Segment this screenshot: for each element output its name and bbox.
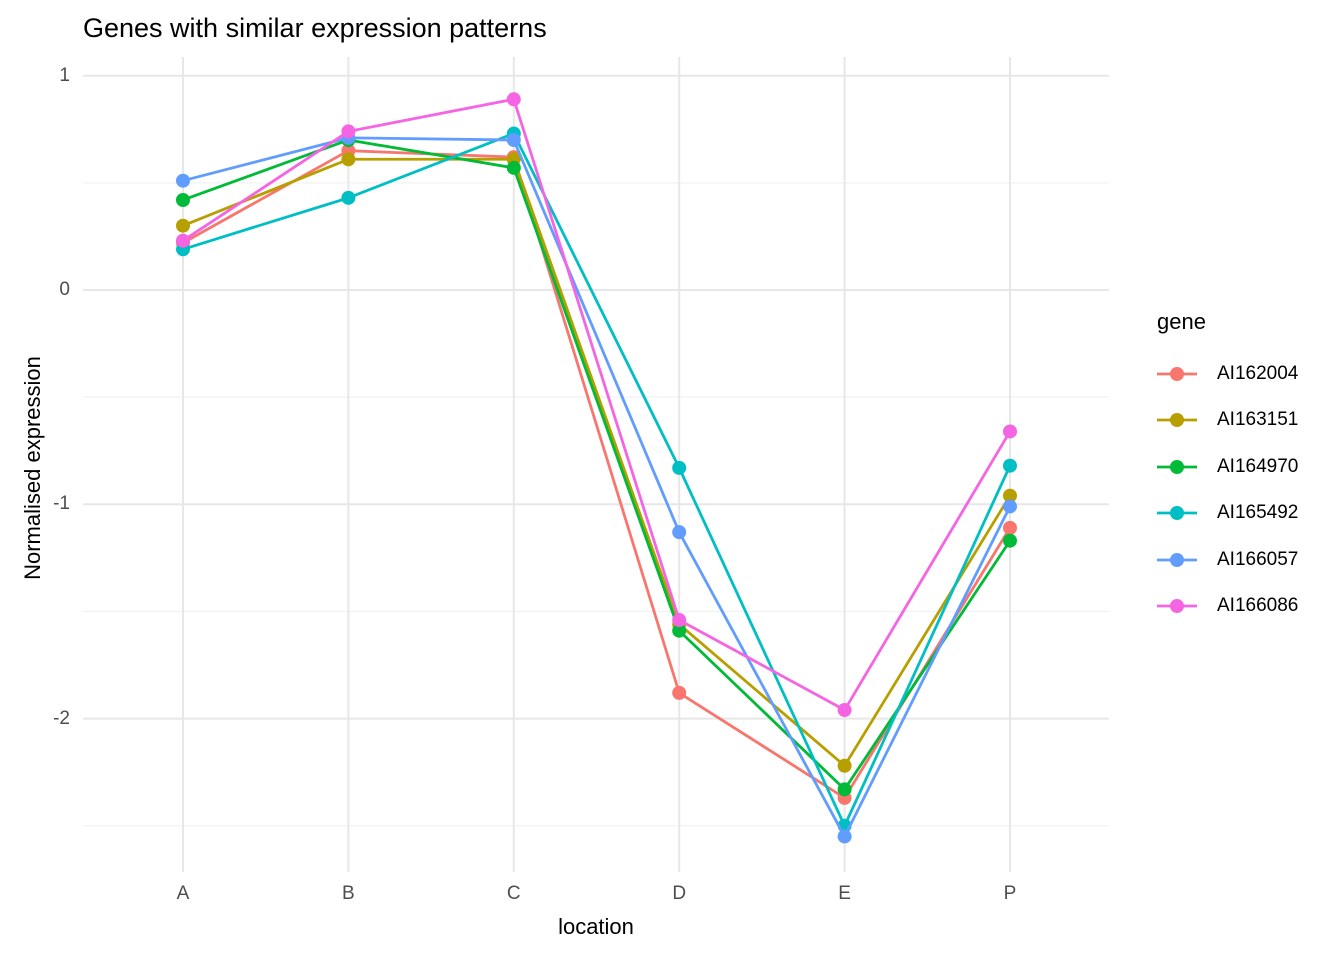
legend-label: AI166086 [1217, 595, 1299, 616]
data-point-AI166086-B [341, 124, 356, 139]
series-AI164970 [176, 132, 1017, 797]
legend-key-icon [1157, 599, 1197, 613]
y-tick-label: 0 [59, 279, 70, 300]
data-point-AI166057-A [176, 173, 190, 188]
x-tick-label-P: P [1003, 883, 1017, 904]
y-tick-label: 1 [59, 64, 70, 86]
data-point-AI166086-D [672, 613, 687, 628]
data-point-AI166086-E [837, 703, 852, 718]
legend-label: AI162004 [1217, 363, 1299, 384]
y-axis-title: Normalised expression [20, 356, 45, 580]
data-point-AI165492-B [341, 190, 356, 205]
data-point-AI164970-P [1003, 533, 1017, 548]
legend-entry-AI163151: AI163151 [1150, 397, 1298, 443]
legend-key-icon [1157, 367, 1197, 381]
data-point-AI163151-E [837, 758, 852, 773]
legend-label: AI163151 [1217, 409, 1299, 431]
series-AI162004 [176, 143, 1017, 805]
legend-entry-AI166057: AI166057 [1150, 537, 1298, 583]
series-line-AI165492 [181, 132, 1012, 828]
legend-key-icon [1157, 459, 1197, 474]
series-AI165492 [176, 126, 1017, 833]
series-AI166086 [176, 92, 1017, 718]
data-point-AI166086-A [176, 233, 190, 248]
data-point-AI163151-A [176, 218, 190, 233]
series-AI166057 [176, 130, 1017, 844]
data-point-AI164970-C [506, 160, 521, 175]
series-line-AI164970 [181, 138, 1012, 791]
series-line-AI166086 [181, 97, 1012, 712]
series-line-AI166057 [181, 136, 1012, 838]
data-point-AI166086-C [506, 92, 521, 107]
series-line-AI162004 [181, 149, 1012, 800]
chart-title: Genes with similar expression patterns [83, 13, 547, 43]
data-point-AI165492-D [672, 460, 687, 475]
data-point-AI165492-P [1003, 458, 1017, 473]
data-point-AI162004-P [1003, 520, 1017, 535]
legend-entry-AI162004: AI162004 [1150, 351, 1298, 397]
data-point-AI166057-P [1003, 499, 1017, 514]
x-tick-label-A: A [176, 883, 190, 904]
legend-key-icon [1157, 506, 1197, 521]
data-point-AI166086-P [1003, 424, 1017, 439]
legend-label: AI164970 [1217, 455, 1299, 477]
series-line-AI163151 [181, 157, 1012, 768]
legend-label: AI166057 [1217, 548, 1299, 570]
legend-key-icon [1157, 552, 1197, 567]
y-tick-label: -1 [53, 493, 70, 515]
legend-entry-AI164970: AI164970 [1150, 444, 1298, 490]
data-point-AI164970-E [837, 782, 852, 797]
x-tick-label-B: B [342, 883, 355, 904]
x-tick-label-D: D [672, 883, 687, 904]
legend-key-icon [1157, 413, 1197, 428]
data-point-AI166057-E [837, 829, 852, 844]
data-point-AI166057-C [506, 132, 521, 147]
series-AI163151 [176, 152, 1017, 773]
legend-title: gene [1157, 309, 1206, 334]
y-tick-label: -2 [53, 707, 70, 729]
legend-entry-AI165492: AI165492 [1150, 490, 1298, 536]
x-axis-title: location [558, 914, 634, 939]
legend: gene AI162004 AI163151 AI164970 AI165492 AI1… [1150, 0, 1344, 960]
x-tick-label-E: E [838, 883, 851, 904]
x-tick-label-C: C [506, 883, 521, 904]
legend-label: AI165492 [1217, 502, 1299, 524]
data-point-AI164970-D [672, 623, 687, 638]
data-point-AI163151-P [1003, 488, 1017, 503]
data-point-AI163151-B [341, 152, 356, 167]
legend-entry-AI166086: AI166086 [1150, 583, 1298, 629]
data-point-AI162004-D [672, 685, 687, 700]
data-point-AI164970-A [176, 192, 190, 207]
data-point-AI166057-D [672, 525, 687, 540]
